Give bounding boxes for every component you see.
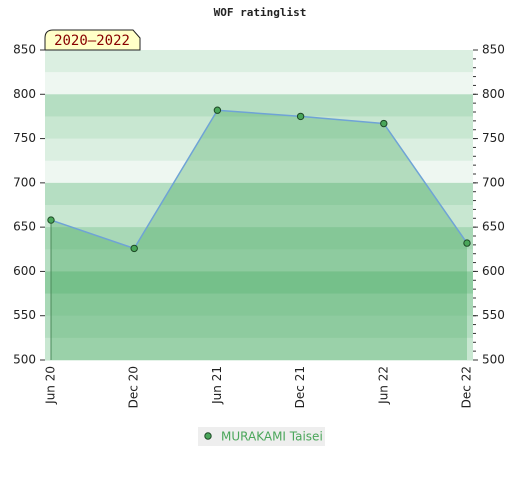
y2-tick-label: 850 [482, 43, 505, 57]
band [45, 271, 473, 295]
y2-tick-label: 600 [482, 264, 505, 278]
y2-tick-label: 750 [482, 131, 505, 145]
band [45, 227, 473, 250]
x-tick-label: Jun 21 [210, 366, 224, 405]
x-tick-label: Dec 20 [127, 366, 141, 408]
area-fill [51, 110, 467, 360]
x-tick-label: Jun 20 [44, 366, 58, 405]
band [45, 50, 473, 73]
band [45, 337, 473, 361]
band [45, 182, 473, 206]
band [45, 293, 473, 317]
period-label: 2020–2022 [54, 33, 130, 49]
y-tick-label: 650 [13, 220, 36, 234]
point [213, 106, 222, 114]
y2-tick-label: 700 [482, 175, 505, 189]
series-line [50, 109, 468, 250]
point [463, 239, 471, 247]
y-tick-label: 550 [13, 308, 36, 322]
y-tick-label: 700 [13, 175, 36, 189]
band [45, 138, 473, 162]
x-tick-label: Dec 21 [293, 366, 307, 408]
background-bands [45, 50, 473, 361]
y2-tick-label: 550 [482, 308, 505, 322]
band [45, 94, 473, 117]
legend-box [198, 427, 325, 446]
band [45, 249, 473, 272]
band [45, 160, 473, 184]
y-tick-label: 800 [13, 87, 36, 101]
y-tick-label: 750 [13, 131, 36, 145]
y-tick-label: 600 [13, 264, 36, 278]
x-tick-label: Dec 22 [460, 366, 474, 408]
band [45, 315, 473, 339]
period-box [44, 29, 141, 51]
point [296, 112, 305, 121]
y-tick-label: 500 [13, 353, 36, 367]
band [45, 205, 473, 228]
legend-label: MURAKAMI Taisei [221, 430, 323, 444]
band [45, 72, 473, 95]
chart-title: WOF ratinglist [214, 6, 307, 19]
point [130, 244, 138, 253]
point [47, 216, 55, 224]
x-tick-label: Jun 22 [376, 366, 390, 405]
y-tick-label: 850 [13, 43, 36, 57]
y2-tick-label: 800 [482, 87, 505, 101]
point [380, 119, 388, 128]
y2-tick-label: 500 [482, 353, 505, 367]
legend-marker [204, 432, 212, 440]
y2-tick-label: 650 [482, 220, 505, 234]
